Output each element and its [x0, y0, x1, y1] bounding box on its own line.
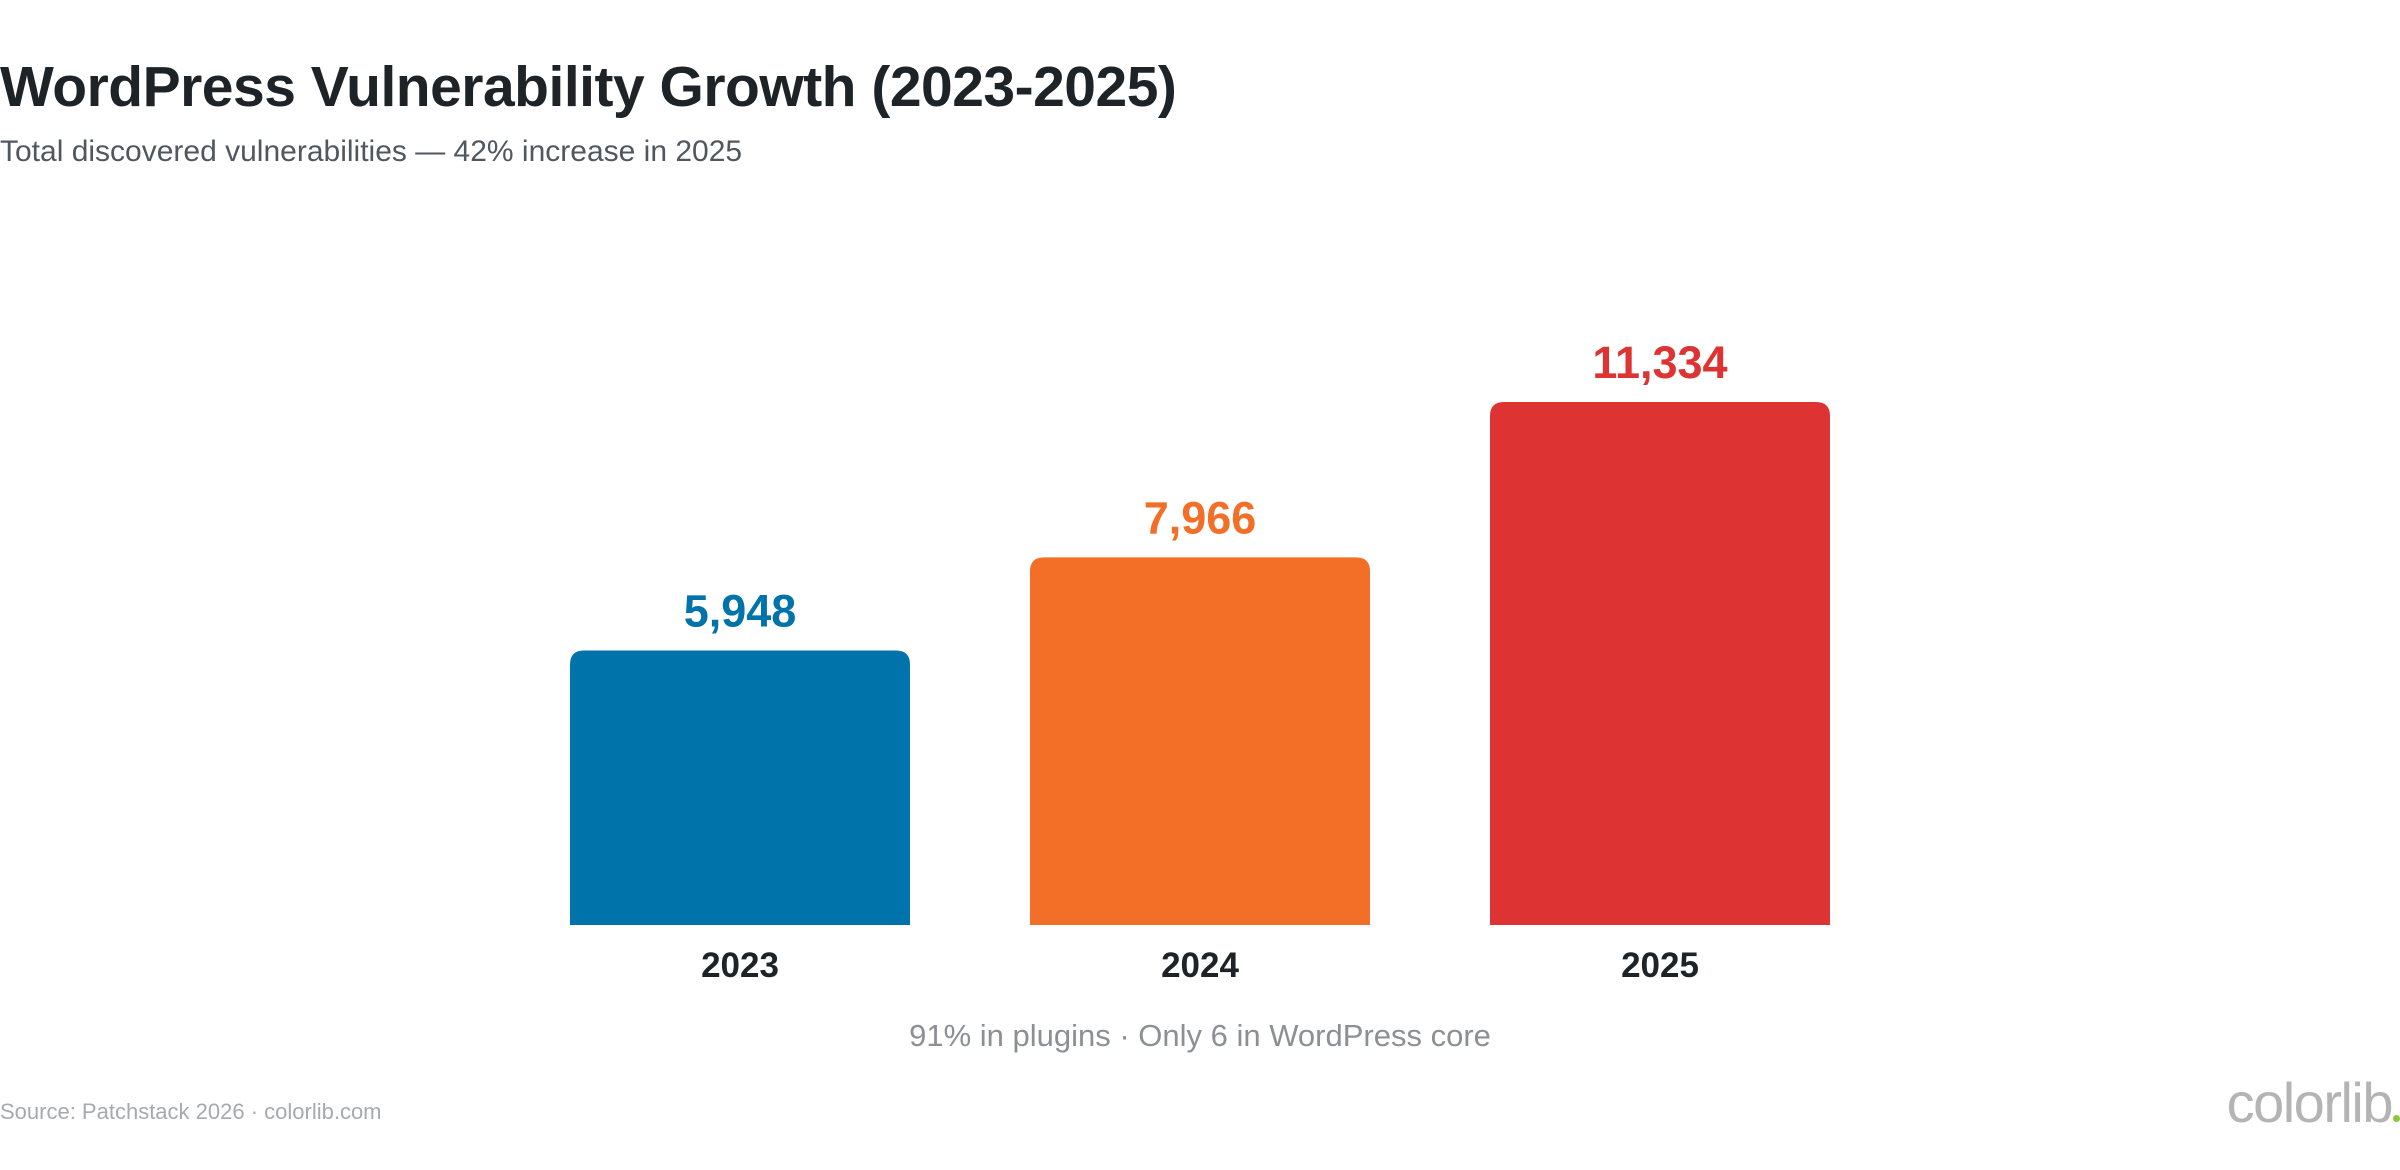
chart-title: WordPress Vulnerability Growth (2023-202… — [0, 55, 1177, 119]
logo-dot — [2393, 1115, 2400, 1122]
value-label-2024: 7,966 — [1144, 492, 1257, 543]
bar-2024 — [1030, 557, 1370, 925]
bar-2023 — [570, 650, 910, 925]
bar-2025 — [1490, 402, 1830, 925]
chart-subtitle: Total discovered vulnerabilities — 42% i… — [0, 135, 743, 168]
bar-chart: 5,948 2023 7,966 2024 11,334 2025 — [570, 337, 1830, 985]
category-label-2023: 2023 — [701, 946, 779, 985]
chart-footnote: 91% in plugins · Only 6 in WordPress cor… — [909, 1018, 1491, 1053]
value-label-2023: 5,948 — [684, 586, 797, 637]
brand-name: colorlib — [2226, 1071, 2394, 1134]
category-label-2025: 2025 — [1621, 946, 1699, 985]
source-credit: Source: Patchstack 2026 · colorlib.com — [0, 1099, 382, 1124]
value-label-2025: 11,334 — [1592, 337, 1727, 388]
category-label-2024: 2024 — [1161, 946, 1239, 985]
colorlib-logo: colorlib — [2227, 1070, 2400, 1135]
